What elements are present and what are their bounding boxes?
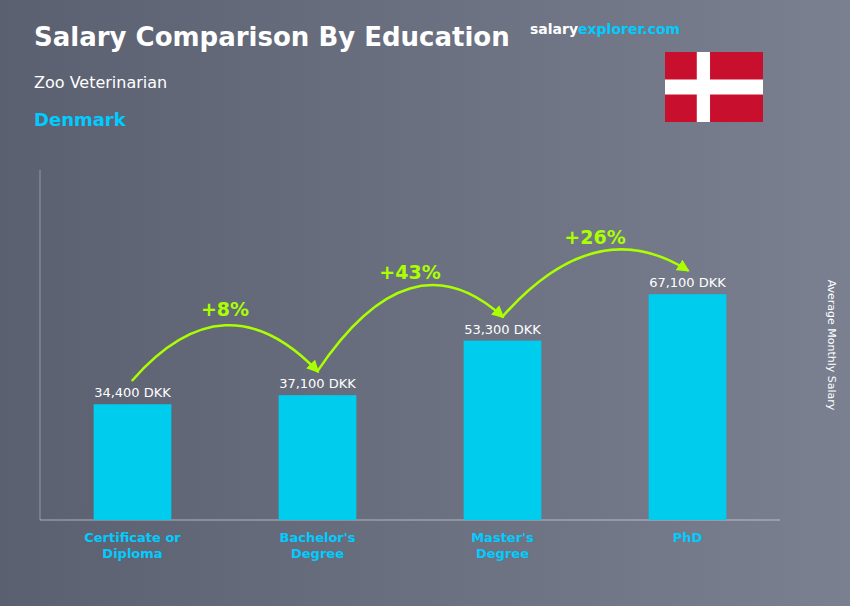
flag: [665, 52, 763, 122]
bar: [279, 395, 357, 520]
bar: [649, 294, 727, 520]
change-arrow: [318, 285, 503, 371]
brand-part: explorer: [578, 21, 644, 37]
pct-change-label: +43%: [379, 261, 440, 283]
x-tick-label: Certificate orDiploma: [84, 530, 181, 561]
subtitle: Zoo Veterinarian: [34, 73, 167, 92]
x-tick-label-line: Master's: [471, 530, 534, 545]
x-tick-label-line: Degree: [291, 546, 344, 561]
pct-change-label: +8%: [201, 298, 249, 320]
bar: [464, 341, 542, 520]
x-tick-label-line: Degree: [476, 546, 529, 561]
x-tick-label: Bachelor'sDegree: [280, 530, 356, 561]
data-label: 37,100 DKK: [279, 376, 356, 391]
x-tick-label: PhD: [673, 530, 703, 545]
x-tick-label-line: Diploma: [102, 546, 162, 561]
flag-field: [665, 52, 763, 122]
change-arrow: [503, 249, 688, 316]
flag-cross: [665, 80, 763, 95]
background: [0, 0, 850, 606]
x-tick-label-line: PhD: [673, 530, 703, 545]
x-tick-label-line: Certificate or: [84, 530, 181, 545]
y-axis-line: [40, 170, 41, 520]
data-label: 67,100 DKK: [649, 275, 726, 290]
x-tick-label: Master'sDegree: [471, 530, 534, 561]
y-axis-label: Average Monthly Salary: [825, 280, 838, 411]
data-label: 53,300 DKK: [464, 322, 541, 337]
bars: [94, 294, 727, 520]
chart: Salary Comparison By Education Zoo Veteri…: [0, 0, 850, 606]
bar: [94, 404, 172, 520]
title: Salary Comparison By Education: [34, 22, 510, 52]
data-label: 34,400 DKK: [94, 385, 171, 400]
brand: salaryexplorer.com: [530, 21, 680, 37]
brand-part: .com: [642, 21, 680, 37]
pct-change-label: +26%: [564, 226, 625, 248]
brand-part: salary: [530, 21, 578, 37]
change-arrow: [133, 325, 318, 380]
x-tick-label-line: Bachelor's: [280, 530, 356, 545]
country: Denmark: [34, 109, 127, 130]
